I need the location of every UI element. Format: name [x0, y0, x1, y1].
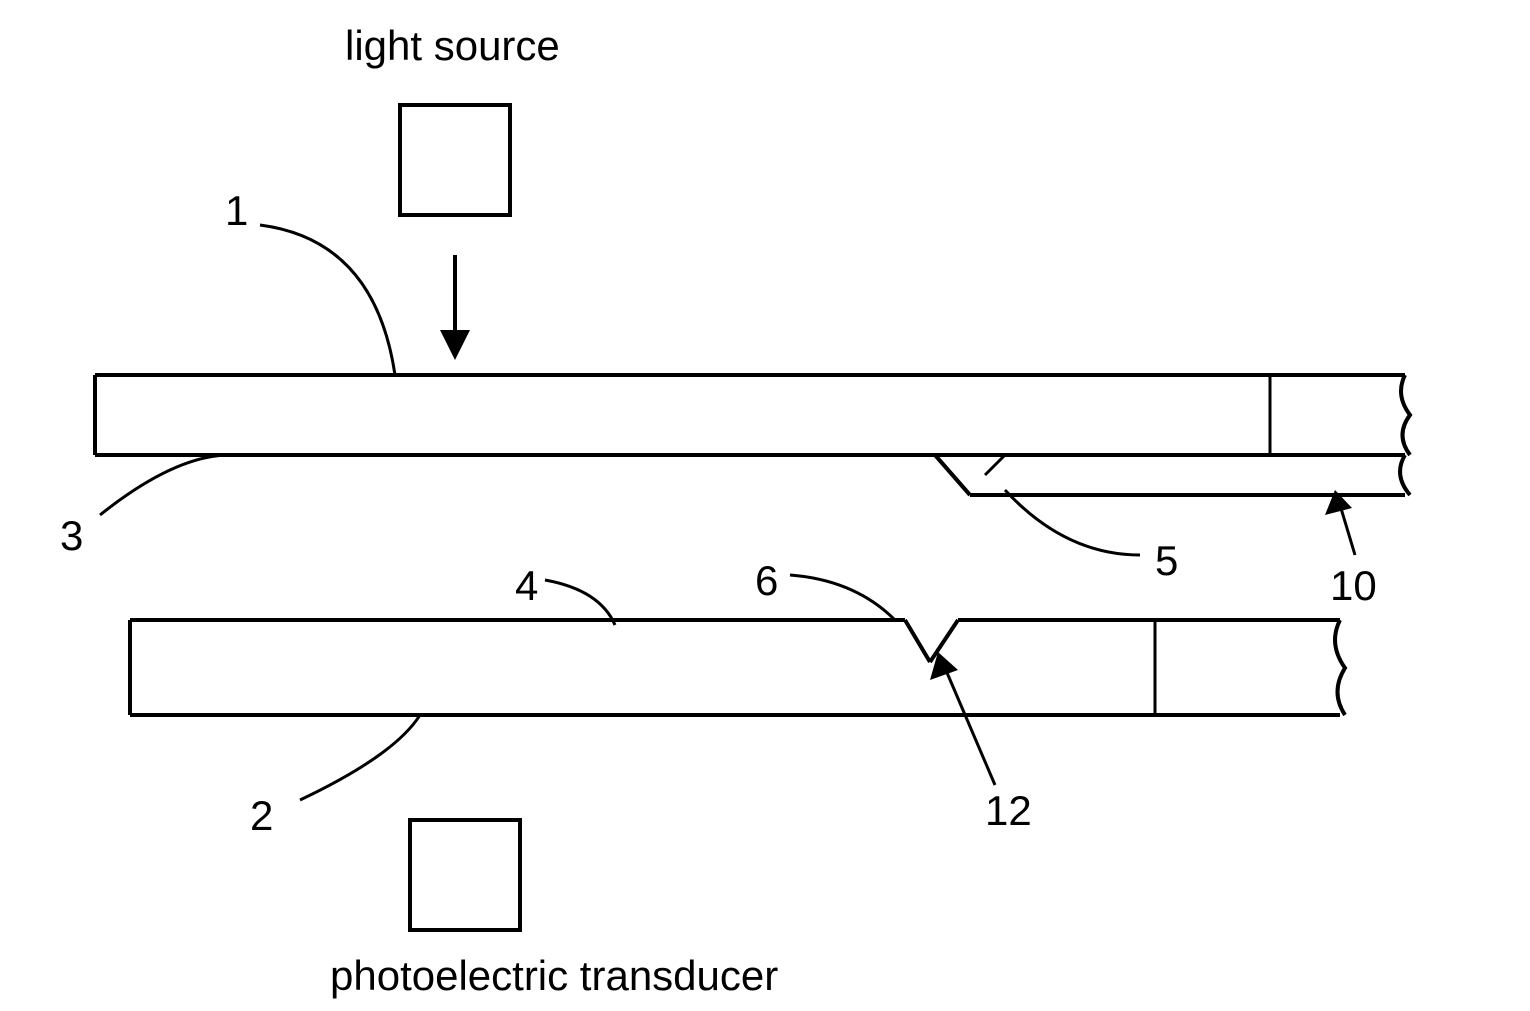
diagram-container: light source 1	[0, 0, 1530, 1006]
leader-3	[100, 455, 230, 515]
leader-2	[300, 715, 420, 800]
label-4: 4	[515, 562, 538, 609]
transducer-box	[410, 820, 520, 930]
leader-5	[1005, 490, 1140, 555]
label-6: 6	[755, 557, 778, 604]
light-source-box	[400, 105, 510, 215]
diagram-svg: light source 1	[0, 0, 1530, 1006]
label-1: 1	[225, 187, 248, 234]
label-5: 5	[1155, 537, 1178, 584]
label-3: 3	[60, 512, 83, 559]
attachment-piece	[935, 455, 1410, 495]
leader-10-line	[1340, 505, 1355, 555]
light-arrow-head	[440, 330, 470, 360]
label-12: 12	[985, 787, 1032, 834]
leader-6	[790, 575, 895, 620]
label-2: 2	[250, 792, 273, 839]
leader-12-line	[945, 668, 995, 785]
label-10: 10	[1330, 562, 1377, 609]
light-source-label: light source	[345, 22, 560, 69]
leader-1	[260, 225, 395, 375]
transducer-label: photoelectric transducer	[330, 952, 778, 999]
top-bar	[95, 375, 1410, 455]
bottom-bar	[130, 620, 1345, 715]
